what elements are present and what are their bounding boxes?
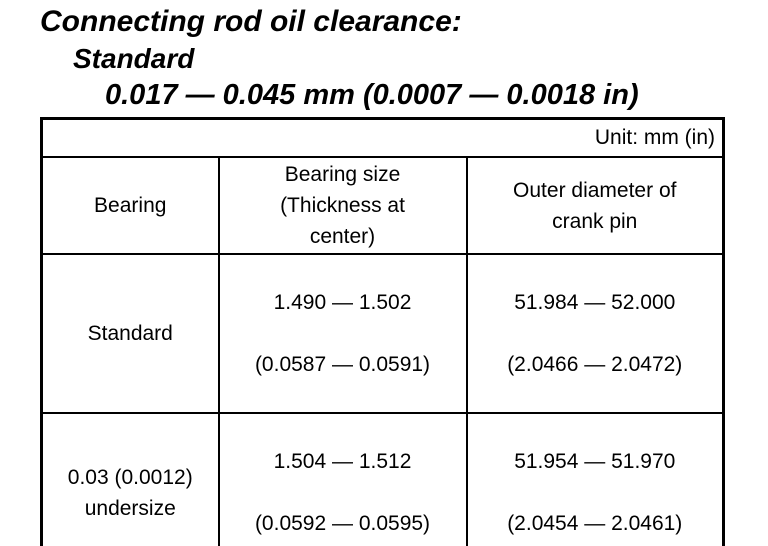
bearing-size-cell: 1.490 — 1.502 (0.0587 — 0.0591) [217,253,468,414]
bearing-spec-table: Unit: mm (in) Bearing Bearing size (Thic… [40,117,726,546]
crank-pin-cell: 51.954 — 51.970 (2.0454 — 2.0461) [465,412,725,546]
bearing-label: Standard [40,253,220,414]
crank-pin-in: (2.0466 — 2.0472) [507,353,683,376]
bearing-size-cell: 1.504 — 1.512 (0.0592 — 0.0595) [217,412,468,546]
spec-heading-line1: Connecting rod oil clearance: [40,5,462,38]
crank-pin-mm: 51.954 — 51.970 [514,450,676,473]
unit-row: Unit: mm (in) [40,117,725,158]
bearing-label: 0.03 (0.0012) undersize [40,412,220,546]
table-header-row: Bearing Bearing size (Thickness at cente… [40,156,725,255]
column-header-crank-pin: Outer diameter of crank pin [465,156,725,255]
bearing-size-mm: 1.490 — 1.502 [273,291,412,314]
crank-pin-mm: 51.984 — 52.000 [514,291,676,314]
spec-heading: Connecting rod oil clearance: Standard 0… [40,3,639,114]
column-header-bearing-size: Bearing size (Thickness at center) [217,156,468,255]
bearing-size-mm: 1.504 — 1.512 [273,450,412,473]
column-header-bearing: Bearing [40,156,220,255]
crank-pin-in: (2.0454 — 2.0461) [507,512,683,535]
crank-pin-cell: 51.984 — 52.000 (2.0466 — 2.0472) [465,253,725,414]
bearing-size-in: (0.0592 — 0.0595) [254,512,431,535]
bearing-size-in: (0.0587 — 0.0591) [254,353,431,376]
table-row-standard: Standard 1.490 — 1.502 (0.0587 — 0.0591)… [40,253,725,414]
table-row-undersize-003: 0.03 (0.0012) undersize 1.504 — 1.512 (0… [40,412,725,546]
unit-label: Unit: mm (in) [40,117,725,158]
spec-heading-line2: Standard [73,43,195,74]
spec-heading-line3: 0.017 — 0.045 mm (0.0007 — 0.0018 in) [105,79,639,111]
